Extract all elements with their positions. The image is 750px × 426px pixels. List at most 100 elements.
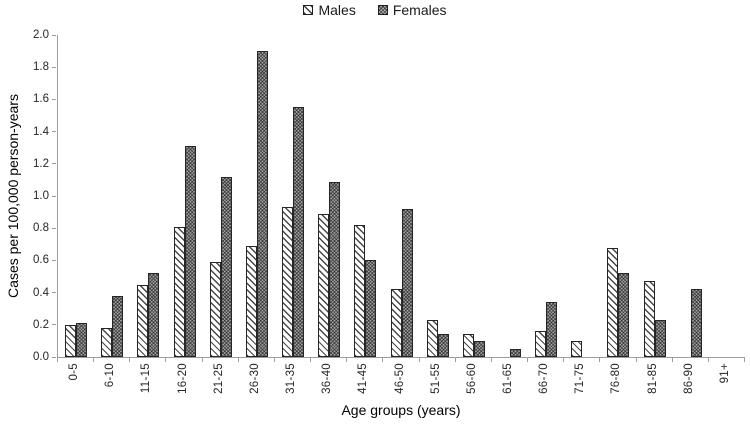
y-tick-label: 1.4 [33, 125, 49, 138]
y-axis-tick [52, 66, 56, 68]
x-tick-label-46-50: 46-50 [393, 363, 406, 394]
x-tick-label-0-5: 0-5 [68, 363, 81, 381]
y-tick-label: 1.2 [33, 157, 49, 170]
x-tick-label-26-30: 26-30 [248, 363, 261, 394]
bar-males-6-10 [101, 328, 113, 357]
bar-females-51-55 [437, 334, 449, 357]
x-axis-tick [310, 358, 311, 362]
bar-males-36-40 [318, 213, 330, 357]
bar-males-51-55 [426, 319, 438, 357]
x-axis-tick [708, 358, 709, 362]
bar-males-21-25 [209, 262, 221, 357]
bar-females-0-5 [76, 323, 88, 357]
x-axis-tick [129, 358, 130, 362]
bar-males-66-70 [535, 331, 547, 357]
y-axis-tick [52, 98, 56, 100]
bar-females-11-15 [148, 273, 160, 357]
bar-females-81-85 [654, 319, 666, 357]
bar-males-0-5 [65, 324, 77, 357]
bar-females-41-45 [365, 260, 377, 357]
legend-label-females: Females [392, 2, 447, 18]
bar-females-6-10 [112, 295, 124, 357]
plot-area [57, 35, 745, 358]
x-axis-tick [93, 358, 94, 362]
x-tick-label-41-45: 41-45 [357, 363, 370, 394]
bar-females-16-20 [184, 146, 196, 357]
x-tick-label-6-10: 6-10 [104, 363, 117, 388]
x-tick-label-51-55: 51-55 [429, 363, 442, 394]
x-tick-label-11-15: 11-15 [140, 363, 153, 394]
x-tick-label-81-85: 81-85 [646, 363, 659, 394]
y-axis-tick [52, 259, 56, 261]
x-tick-label-16-20: 16-20 [176, 363, 189, 394]
chart-legend: Males Females [0, 3, 750, 17]
bar-males-56-60 [462, 334, 474, 357]
y-axis-tick [52, 131, 56, 133]
bar-males-76-80 [607, 247, 619, 357]
x-axis-tick [491, 358, 492, 362]
x-tick-label-91+: 91+ [718, 363, 731, 384]
y-tick-label: 1.0 [33, 190, 49, 202]
x-axis-tick [382, 358, 383, 362]
x-tick-label-56-60: 56-60 [465, 363, 478, 394]
x-axis-tick [165, 358, 166, 362]
y-axis-tick [52, 195, 56, 197]
bar-males-71-75 [571, 340, 583, 357]
y-axis-tick [52, 163, 56, 165]
legend-item-females: Females [377, 2, 447, 18]
y-axis-tick [52, 34, 56, 36]
x-axis-title: Age groups (years) [341, 402, 461, 418]
bar-females-21-25 [220, 176, 232, 357]
x-axis-tick [419, 358, 420, 362]
males-hatch-swatch-icon [303, 5, 314, 15]
x-axis-tick [455, 358, 456, 362]
bar-females-66-70 [546, 302, 558, 357]
y-axis-tick [52, 356, 56, 358]
x-tick-label-71-75: 71-75 [574, 363, 587, 394]
x-tick-label-86-90: 86-90 [682, 363, 695, 394]
bar-males-26-30 [245, 245, 257, 357]
bar-males-46-50 [390, 289, 402, 357]
y-tick-label: 0.0 [33, 351, 49, 363]
x-axis-tick [672, 358, 673, 362]
y-tick-label: 0.2 [33, 318, 49, 331]
bar-males-11-15 [137, 284, 149, 357]
x-tick-label-76-80: 76-80 [610, 363, 623, 394]
legend-label-males: Males [318, 2, 356, 18]
x-tick-label-21-25: 21-25 [212, 363, 225, 394]
x-axis-tick [636, 358, 637, 362]
x-tick-label-66-70: 66-70 [538, 363, 551, 394]
y-tick-label: 0.6 [33, 254, 49, 267]
y-axis-tick [52, 324, 56, 326]
x-tick-label-61-65: 61-65 [501, 363, 514, 394]
x-axis-tick [563, 358, 564, 362]
y-axis-tick [52, 292, 56, 294]
bar-males-16-20 [173, 226, 185, 357]
bar-females-46-50 [401, 208, 413, 357]
y-tick-label: 2.0 [33, 29, 49, 41]
bar-males-31-35 [282, 207, 294, 357]
bar-females-76-80 [618, 273, 630, 357]
x-tick-label-31-35: 31-35 [285, 363, 298, 394]
x-tick-label-36-40: 36-40 [321, 363, 334, 394]
bar-females-36-40 [329, 181, 341, 357]
x-axis-tick [527, 358, 528, 362]
bar-females-86-90 [690, 289, 702, 357]
x-axis-tick [346, 358, 347, 362]
y-tick-label: 0.4 [33, 286, 49, 299]
bar-males-41-45 [354, 224, 366, 357]
y-axis-tick [52, 227, 56, 229]
x-axis-tick [744, 358, 745, 362]
x-axis-tick [238, 358, 239, 362]
y-tick-label: 1.6 [33, 93, 49, 106]
y-tick-label: 0.8 [33, 222, 49, 235]
bar-males-81-85 [643, 281, 655, 357]
x-axis-tick [599, 358, 600, 362]
bar-females-61-65 [509, 348, 521, 357]
legend-item-males: Males [303, 2, 356, 18]
bar-females-31-35 [293, 107, 305, 357]
y-tick-label: 1.8 [33, 61, 49, 74]
bar-females-56-60 [473, 340, 485, 357]
bar-females-26-30 [256, 51, 268, 357]
